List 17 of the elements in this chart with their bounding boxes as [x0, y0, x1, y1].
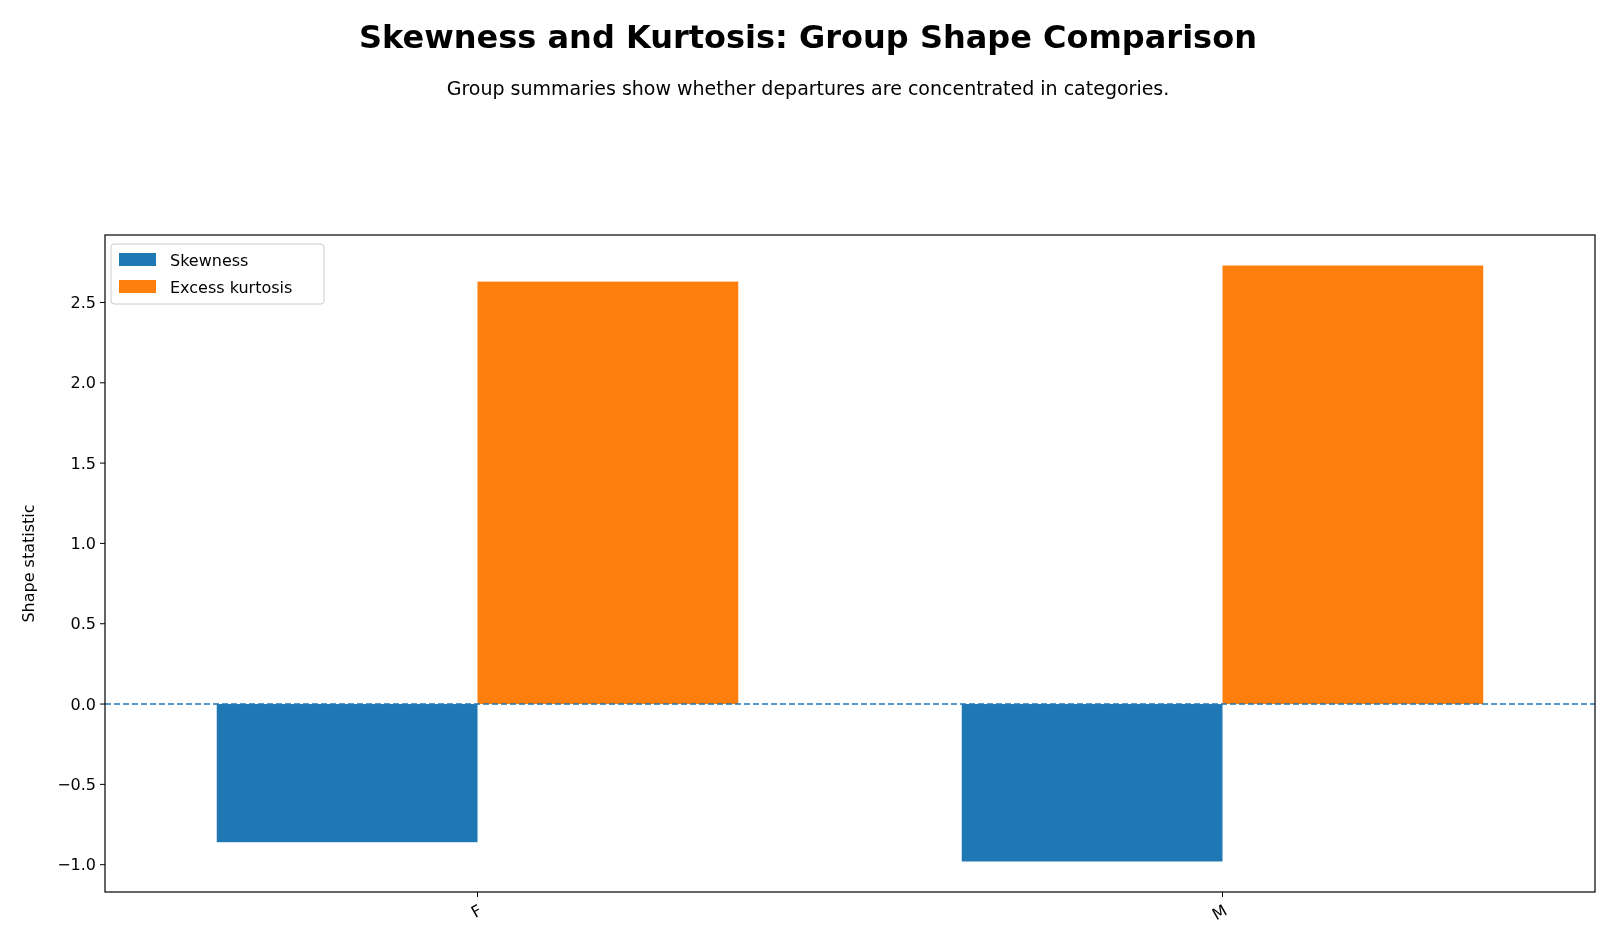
y-tick-label: 1.5 [70, 453, 96, 473]
y-tick-label: 1.0 [70, 534, 96, 554]
x-tick-label: F [467, 900, 486, 922]
y-tick-label: 0.0 [70, 694, 96, 714]
y-tick-label: −0.5 [57, 774, 96, 794]
x-tick-label: M [1208, 900, 1231, 925]
chart-title: Skewness and Kurtosis: Group Shape Comparison [359, 18, 1257, 56]
y-tick-label: 2.0 [70, 373, 96, 393]
legend-label: Excess kurtosis [170, 277, 293, 297]
legend-label: Skewness [170, 250, 249, 270]
chart-subtitle: Group summaries show whether departures are concentrated in categories. [446, 77, 1170, 99]
y-tick-label: −1.0 [57, 855, 96, 875]
bar [1222, 265, 1484, 705]
y-tick-label: 2.5 [70, 293, 96, 313]
y-axis-title: Shape statistic [19, 504, 38, 623]
bar [477, 281, 739, 705]
y-tick-label: 0.5 [70, 614, 96, 634]
